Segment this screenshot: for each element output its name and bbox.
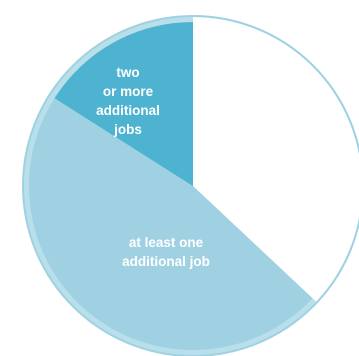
pie-slices (22, 15, 359, 356)
slice-label-line: jobs (113, 122, 142, 137)
slice-label-line: or more (103, 84, 154, 99)
pie-slice-0-core (61, 30, 193, 186)
slice-label-line: at least one (129, 235, 204, 250)
pie-slice-2-rim (193, 17, 359, 302)
slice-label-at-least-one-job: at least one additional job (122, 235, 210, 269)
slice-label-line: additional job (122, 254, 210, 269)
slice-label-line: two (116, 65, 139, 80)
pie-slice-1 (28, 98, 313, 351)
slice-label-line: additional (96, 103, 160, 118)
slice-label-two-or-more-jobs: two or more additional jobs (96, 65, 160, 137)
pie-outline (22, 15, 359, 356)
pie-labels: two or more additional jobs at least one add… (96, 65, 210, 269)
